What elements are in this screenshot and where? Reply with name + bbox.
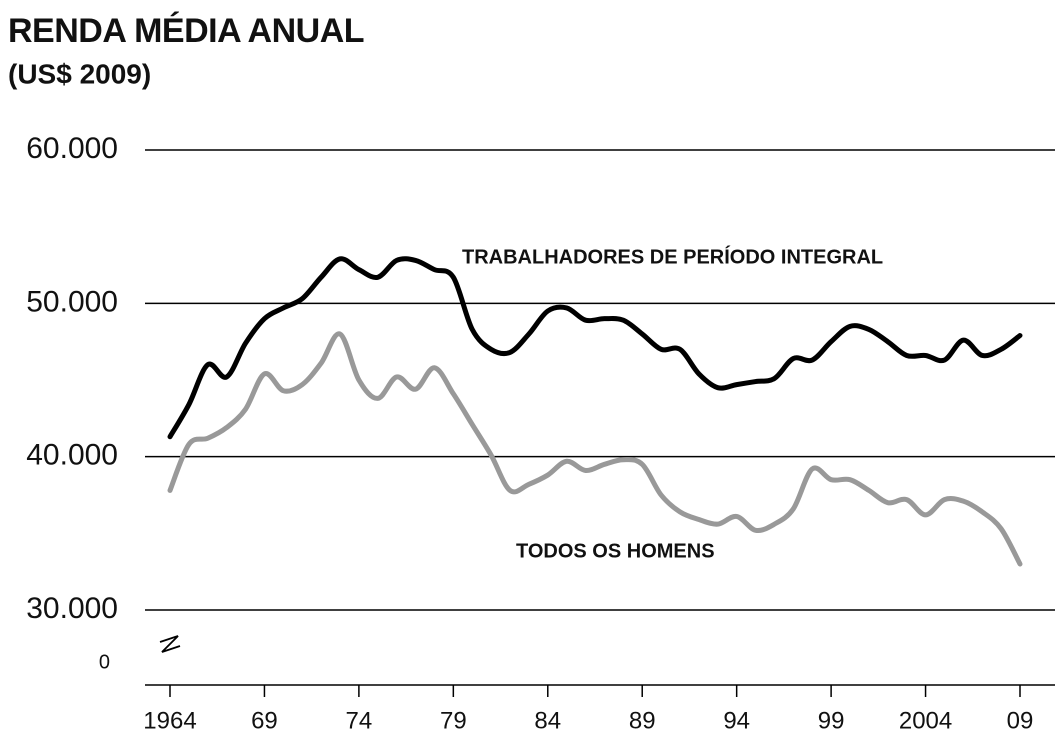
x-tick-label: 09: [1007, 707, 1034, 734]
chart-subtitle: (US$ 2009): [8, 58, 151, 89]
x-tick-label: 69: [251, 707, 278, 734]
x-tick-label: 84: [534, 707, 561, 734]
chart-title: RENDA MÉDIA ANUAL: [8, 12, 364, 50]
series-line: [167, 331, 1023, 567]
x-tick-label: 94: [723, 707, 750, 734]
y-tick-label: 0: [99, 651, 110, 673]
axis-break: [159, 635, 181, 653]
x-tick-label: 2004: [899, 707, 952, 734]
x-tick-label: 74: [346, 707, 373, 734]
y-tick-label: 40.000: [26, 439, 118, 472]
x-tick-label: 99: [818, 707, 845, 734]
series-label: TODOS OS HOMENS: [516, 540, 715, 562]
series-line: [167, 256, 1023, 440]
x-tick-label: 1964: [143, 707, 196, 734]
y-tick-label: 60.000: [26, 132, 118, 165]
x-tick-label: 89: [629, 707, 656, 734]
series-label: TRABALHADORES DE PERÍODO INTEGRAL: [462, 245, 883, 268]
x-tick-label: 79: [440, 707, 467, 734]
y-tick-label: 30.000: [26, 592, 118, 625]
y-tick-label: 50.000: [26, 285, 118, 318]
